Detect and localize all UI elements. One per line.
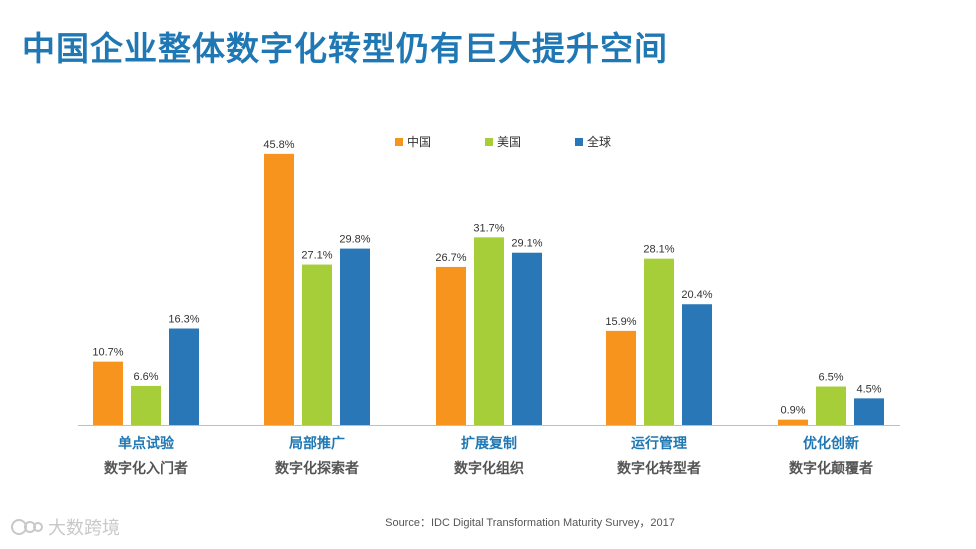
- bar-usa-1: [131, 385, 161, 425]
- subcategory-label: 数字化探索者: [275, 460, 359, 477]
- bar-china-3: [436, 266, 466, 425]
- subcategory-label: 数字化入门者: [104, 460, 188, 477]
- legend-swatch-global: [575, 138, 583, 146]
- bar-global-2: [340, 248, 370, 425]
- legend-label-global: 全球: [587, 134, 611, 149]
- data-label: 0.9%: [780, 405, 805, 417]
- bar-china-5: [778, 419, 808, 425]
- data-label: 45.8%: [263, 139, 294, 151]
- data-label: 4.5%: [856, 383, 881, 395]
- legend-swatch-china: [395, 138, 403, 146]
- category-label: 局部推广: [289, 435, 345, 452]
- subcategory-label: 数字化颠覆者: [789, 460, 873, 477]
- bar-usa-3: [474, 237, 504, 425]
- data-label: 16.3%: [168, 314, 199, 326]
- data-label: 29.1%: [511, 238, 542, 250]
- bar-global-1: [169, 328, 199, 425]
- bar-china-1: [93, 361, 123, 425]
- data-label: 6.6%: [133, 371, 158, 383]
- data-label: 27.1%: [301, 250, 332, 262]
- data-label: 31.7%: [473, 222, 504, 234]
- bar-global-3: [512, 252, 542, 425]
- bar-china-2: [264, 153, 294, 425]
- legend-swatch-usa: [485, 138, 493, 146]
- bar-usa-5: [816, 386, 846, 425]
- data-label: 28.1%: [643, 244, 674, 256]
- watermark-logo-icon: [11, 519, 43, 535]
- legend-label-usa: 美国: [497, 135, 521, 149]
- bar-usa-2: [302, 264, 332, 425]
- data-label: 26.7%: [435, 252, 466, 264]
- data-label: 6.5%: [818, 372, 843, 384]
- data-label: 15.9%: [605, 316, 636, 328]
- subcategory-label: 数字化组织: [454, 460, 524, 477]
- data-label: 29.8%: [339, 234, 370, 246]
- category-label: 优化创新: [803, 435, 859, 452]
- source-note: Source：IDC Digital Transformation Maturi…: [385, 517, 675, 529]
- category-label: 单点试验: [118, 435, 175, 452]
- subcategory-label: 数字化转型者: [617, 460, 701, 477]
- category-label: 运行管理: [631, 435, 687, 452]
- page-title: 中国企业整体数字化转型仍有巨大提升空间: [22, 29, 668, 68]
- watermark: 大数跨境: [10, 514, 120, 540]
- bar-usa-4: [644, 258, 674, 425]
- legend-label-china: 中国: [407, 134, 431, 149]
- watermark-text: 大数跨境: [48, 518, 120, 539]
- category-label: 扩展复制: [461, 435, 517, 452]
- data-label: 20.4%: [681, 289, 712, 301]
- bar-global-4: [682, 304, 712, 425]
- bar-global-5: [854, 398, 884, 425]
- bar-china-4: [606, 330, 636, 425]
- data-label: 10.7%: [92, 347, 123, 359]
